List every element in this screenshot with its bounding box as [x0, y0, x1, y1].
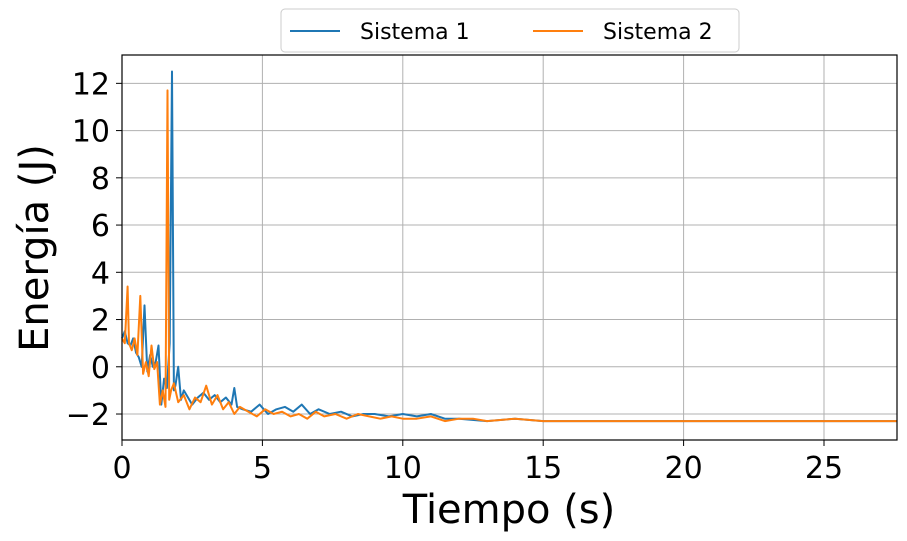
x-tick-label: 15: [524, 451, 562, 486]
y-axis: −2 0 2 4 6 8 10 12: [66, 67, 122, 433]
x-axis-title: Tiempo (s): [402, 487, 616, 533]
x-axis: 0 5 10 15 20 25: [112, 440, 843, 486]
legend-label-sistema-2: Sistema 2: [603, 20, 713, 45]
y-tick-label: −2: [66, 398, 110, 433]
axes-frame: [121, 54, 898, 441]
x-tick-label: 20: [665, 451, 703, 486]
series-line-sistema-2: [121, 89, 897, 423]
y-tick-label: 6: [91, 209, 110, 244]
legend: Sistema 1 Sistema 2: [280, 8, 740, 53]
x-tick-label: 10: [384, 451, 422, 486]
y-tick-label: 10: [72, 115, 110, 150]
grid: [121, 55, 897, 440]
legend-box: [280, 8, 740, 53]
y-tick-label: 8: [91, 162, 110, 197]
series-line-sistema-1: [121, 70, 897, 423]
plot-area: [121, 70, 897, 423]
y-tick-label: 0: [91, 351, 110, 386]
y-tick-label: 2: [91, 304, 110, 339]
x-tick-label: 25: [805, 451, 843, 486]
y-axis-title: Energía (J): [12, 144, 58, 352]
x-tick-label: 0: [112, 451, 131, 486]
legend-label-sistema-1: Sistema 1: [360, 20, 470, 45]
y-tick-label: 4: [91, 256, 110, 291]
x-tick-label: 5: [253, 451, 272, 486]
y-tick-label: 12: [72, 67, 110, 102]
